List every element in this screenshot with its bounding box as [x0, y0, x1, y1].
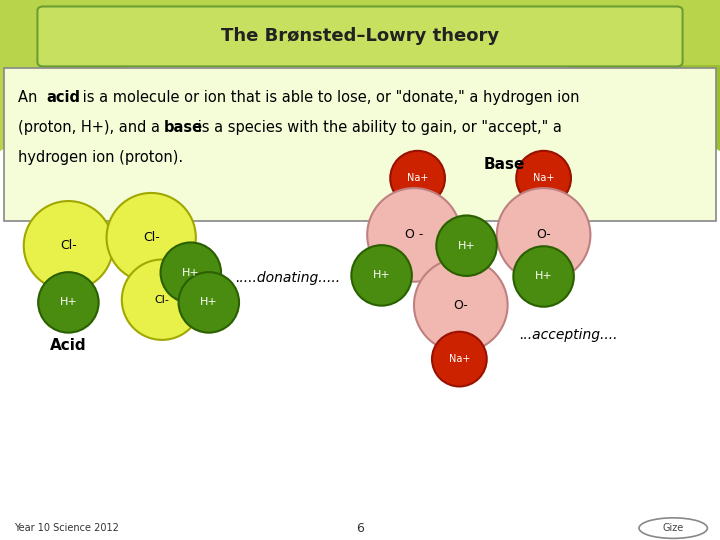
Text: .....donating.....: .....donating.....	[235, 271, 341, 285]
Ellipse shape	[122, 260, 202, 340]
Text: H+: H+	[373, 271, 390, 280]
Text: Acid: Acid	[50, 338, 86, 353]
Text: H+: H+	[200, 298, 217, 307]
Ellipse shape	[367, 188, 461, 282]
FancyBboxPatch shape	[0, 0, 720, 65]
Text: is a molecule or ion that is able to lose, or "donate," a hydrogen ion: is a molecule or ion that is able to los…	[78, 90, 580, 105]
Ellipse shape	[351, 245, 412, 306]
Ellipse shape	[24, 201, 113, 291]
Ellipse shape	[179, 272, 239, 333]
Text: H+: H+	[182, 268, 199, 278]
Polygon shape	[0, 65, 130, 151]
Text: acid: acid	[47, 90, 81, 105]
Text: Cl-: Cl-	[60, 239, 77, 252]
Text: O -: O -	[405, 228, 423, 241]
Ellipse shape	[107, 193, 196, 282]
Text: is a species with the ability to gain, or "accept," a: is a species with the ability to gain, o…	[193, 120, 562, 135]
Text: 6: 6	[356, 522, 364, 535]
Text: base: base	[164, 120, 203, 135]
Text: H+: H+	[458, 241, 475, 251]
Ellipse shape	[497, 188, 590, 282]
Ellipse shape	[639, 518, 708, 538]
Text: Year 10 Science 2012: Year 10 Science 2012	[14, 523, 120, 533]
Text: H+: H+	[60, 298, 77, 307]
Text: H+: H+	[535, 272, 552, 281]
Ellipse shape	[513, 246, 574, 307]
Text: O-: O-	[454, 299, 468, 312]
Text: (proton, H+), and a: (proton, H+), and a	[18, 120, 165, 135]
Text: The Brønsted–Lowry theory: The Brønsted–Lowry theory	[221, 27, 499, 45]
Text: Base: Base	[483, 157, 525, 172]
Ellipse shape	[432, 332, 487, 387]
Text: An: An	[18, 90, 42, 105]
Text: Na+: Na+	[533, 173, 554, 183]
Text: Gize: Gize	[662, 523, 684, 533]
Text: hydrogen ion (proton).: hydrogen ion (proton).	[18, 150, 183, 165]
Text: ...accepting....: ...accepting....	[520, 328, 618, 342]
Text: Cl-: Cl-	[155, 295, 169, 305]
Text: Cl-: Cl-	[143, 231, 160, 244]
Text: O-: O-	[536, 228, 551, 241]
FancyBboxPatch shape	[4, 68, 716, 221]
Ellipse shape	[516, 151, 571, 206]
Ellipse shape	[38, 272, 99, 333]
Ellipse shape	[414, 258, 508, 352]
Ellipse shape	[161, 242, 221, 303]
Text: Na+: Na+	[449, 354, 470, 364]
Ellipse shape	[436, 215, 497, 276]
FancyBboxPatch shape	[37, 6, 683, 66]
Ellipse shape	[390, 151, 445, 206]
Polygon shape	[562, 65, 720, 151]
Text: Na+: Na+	[407, 173, 428, 183]
